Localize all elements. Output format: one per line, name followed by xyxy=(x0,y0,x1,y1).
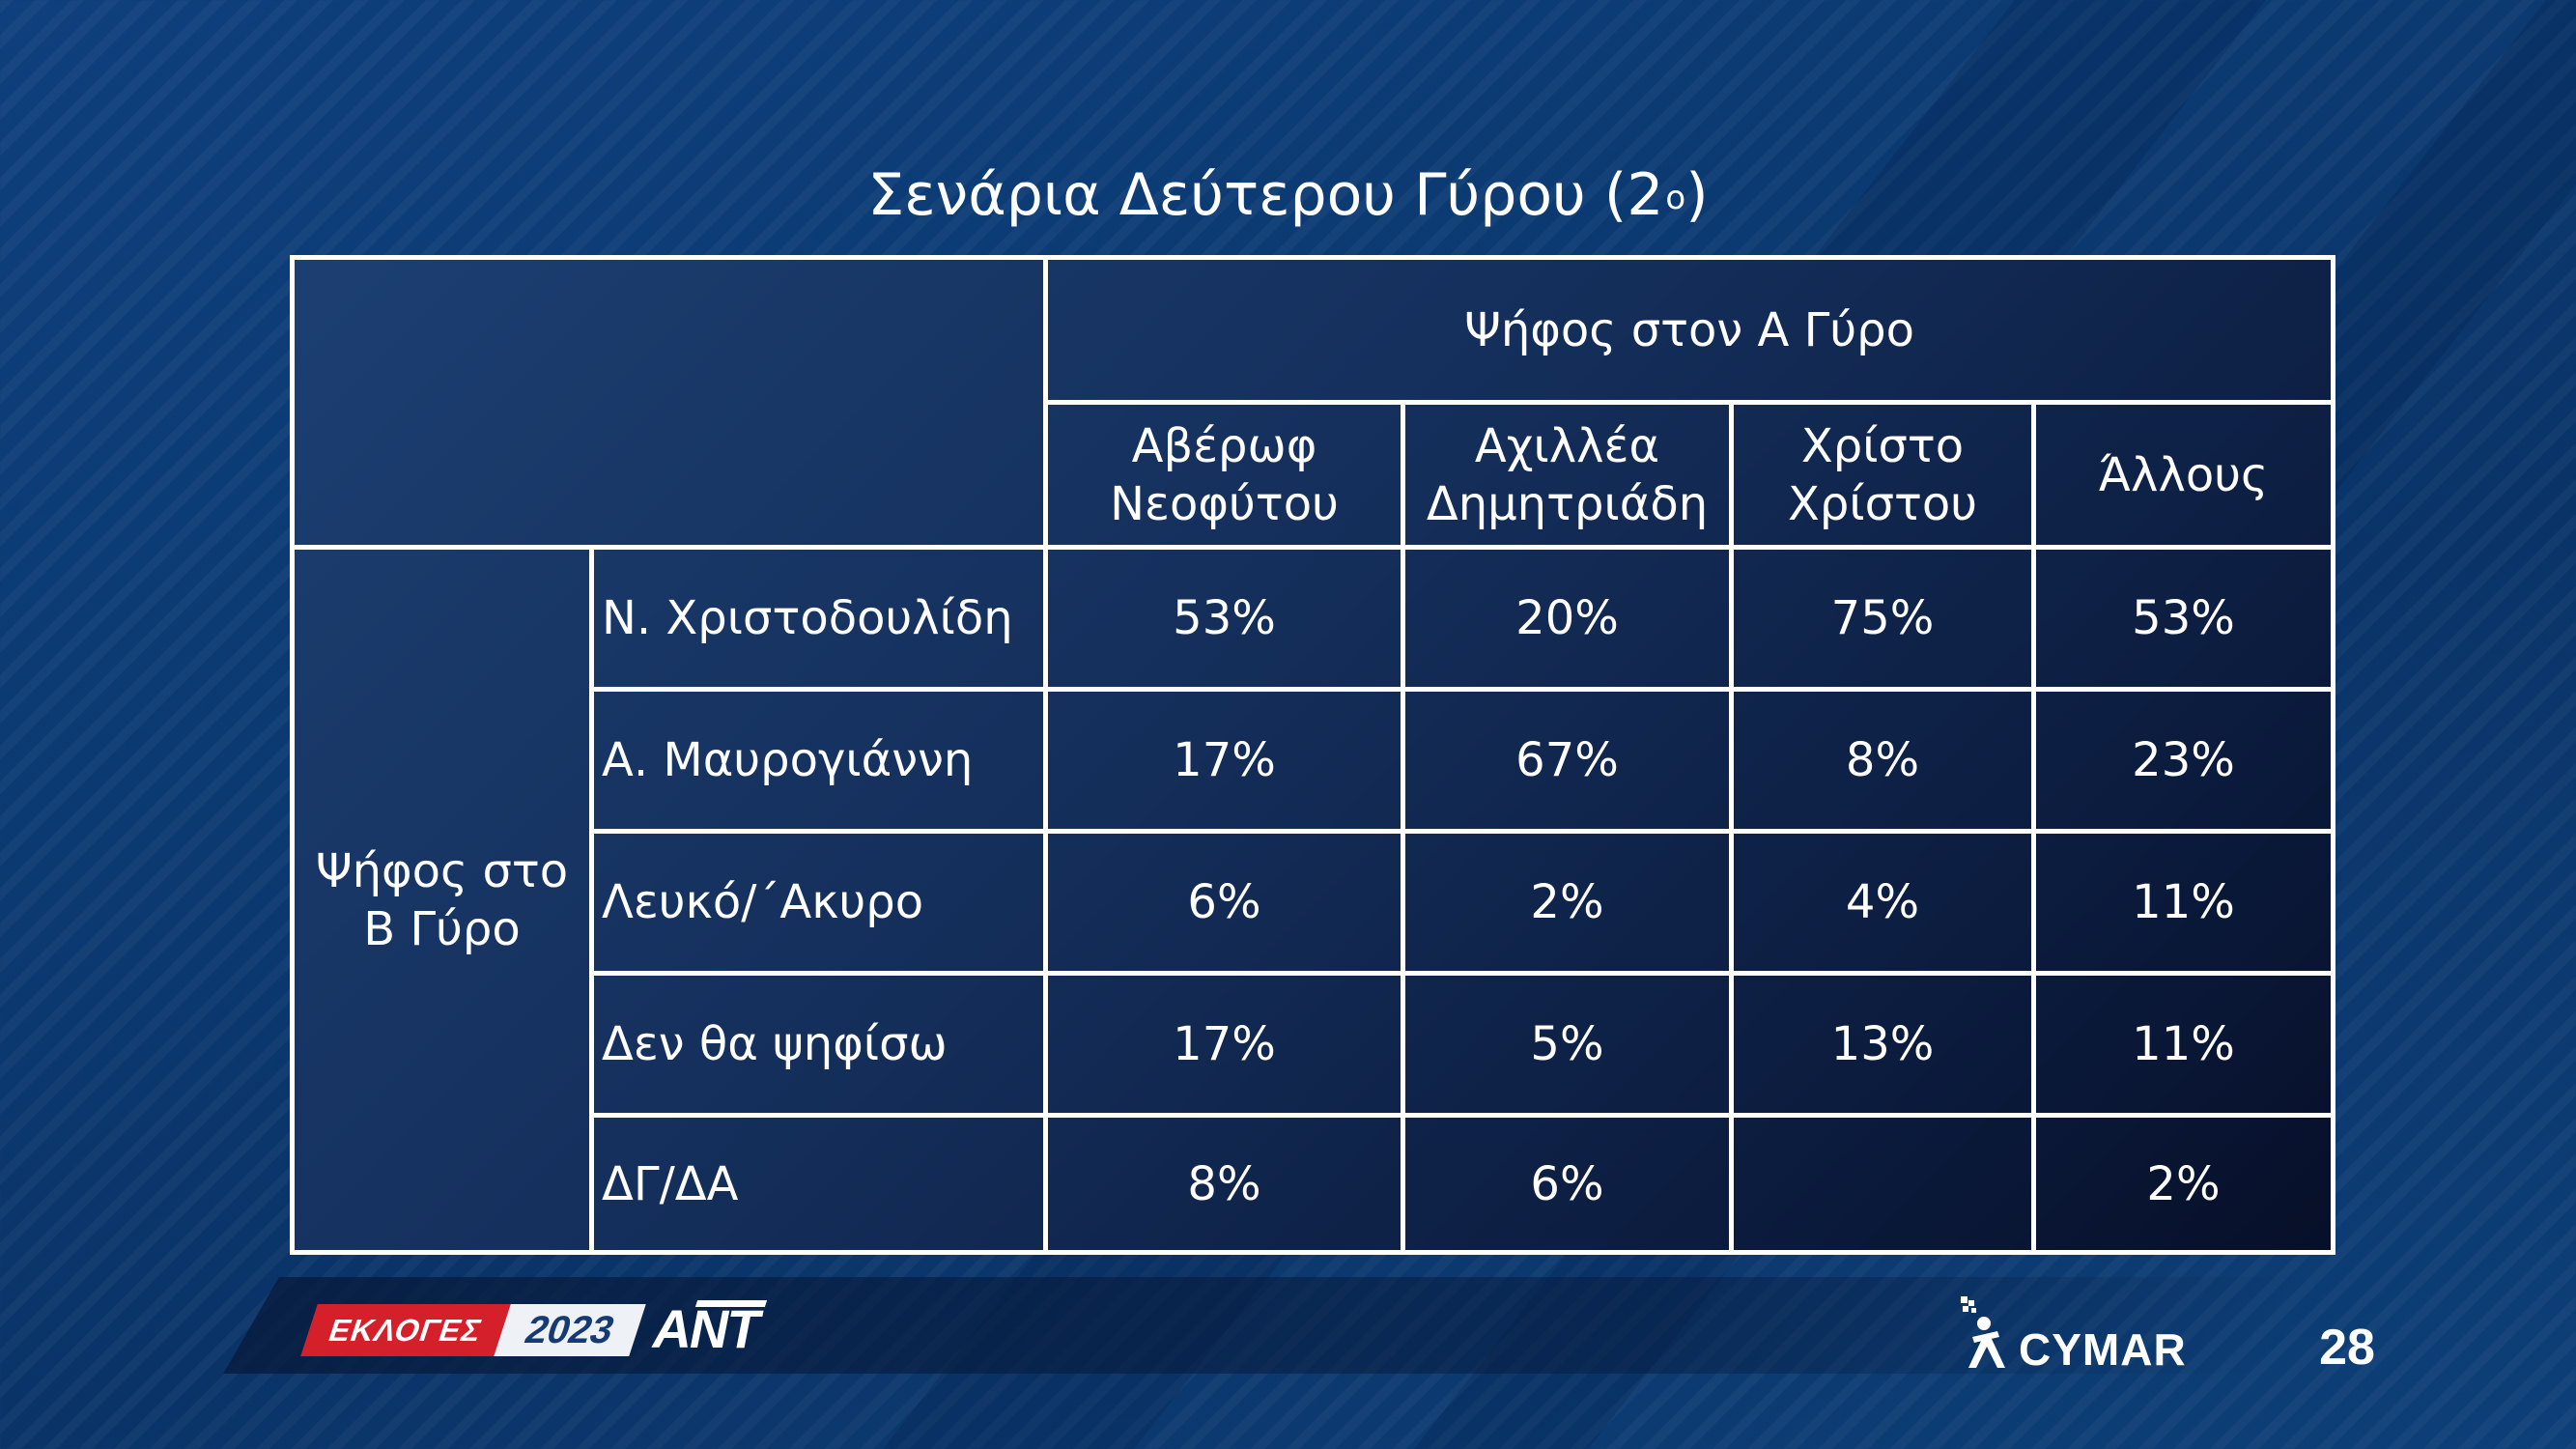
table-cell: 17% xyxy=(1043,687,1405,834)
results-table: Ψήφος στον Α Γύρο Αβέρωφ Νεοφύτου Αχιλλέα… xyxy=(290,255,2335,1255)
table-cell: 75% xyxy=(1729,545,2036,692)
table-cell: 5% xyxy=(1401,971,1734,1118)
table-cell: 23% xyxy=(2031,687,2335,834)
table-cell: 2% xyxy=(1401,829,1734,976)
cymar-brand: CYMAR xyxy=(2019,1324,2187,1375)
empty-corner-cell xyxy=(290,255,1048,550)
table-cell: 13% xyxy=(1729,971,2036,1118)
page-number: 28 xyxy=(2319,1320,2375,1376)
row-label-blank-invalid: Λευκό/΄Ακυρο xyxy=(589,829,1048,976)
table-cell: 8% xyxy=(1729,687,2036,834)
column-header-averof: Αβέρωφ Νεοφύτου xyxy=(1043,400,1405,550)
row-label-mavrogianni: Α. Μαυρογιάννη xyxy=(589,687,1048,834)
table-cell: 6% xyxy=(1043,829,1405,976)
table-cell: 17% xyxy=(1043,971,1405,1118)
second-round-label: Ψήφος στο Β Γύρο xyxy=(290,545,594,1255)
table-cell: 6% xyxy=(1401,1113,1734,1255)
row-label-christodoulidi: Ν. Χριστοδουλίδη xyxy=(589,545,1048,692)
table-cell xyxy=(1729,1113,2036,1255)
row-label-will-not-vote: Δεν θα ψηφίσω xyxy=(589,971,1048,1118)
first-round-header: Ψήφος στον Α Γύρο xyxy=(1043,255,2335,405)
table-cell: 2% xyxy=(2031,1113,2335,1255)
table-cell: 11% xyxy=(2031,829,2335,976)
table-cell: 8% xyxy=(1043,1113,1405,1255)
ekloges-logo: ΕΚΛΟΓΕΣ xyxy=(300,1304,511,1356)
row-label-dk-na: ΔΓ/ΔΑ xyxy=(589,1113,1048,1255)
table-cell: 67% xyxy=(1401,687,1734,834)
cymar-logo-icon xyxy=(1961,1296,2005,1368)
column-header-christo: Χρίστο Χρίστου xyxy=(1729,400,2036,550)
column-header-achillea: Αχιλλέα Δημητριάδη xyxy=(1401,400,1734,550)
table-cell: 20% xyxy=(1401,545,1734,692)
table-cell: 4% xyxy=(1729,829,2036,976)
table-cell: 11% xyxy=(2031,971,2335,1118)
ant1-logo: ANT xyxy=(642,1294,768,1362)
year-logo: 2023 xyxy=(494,1304,646,1356)
table-cell: 53% xyxy=(1043,545,1405,692)
column-header-allous: Άλλους xyxy=(2031,400,2335,550)
slide-title: Σενάρια Δεύτερου Γύρου (2ο) xyxy=(867,161,1709,229)
table-cell: 53% xyxy=(2031,545,2335,692)
